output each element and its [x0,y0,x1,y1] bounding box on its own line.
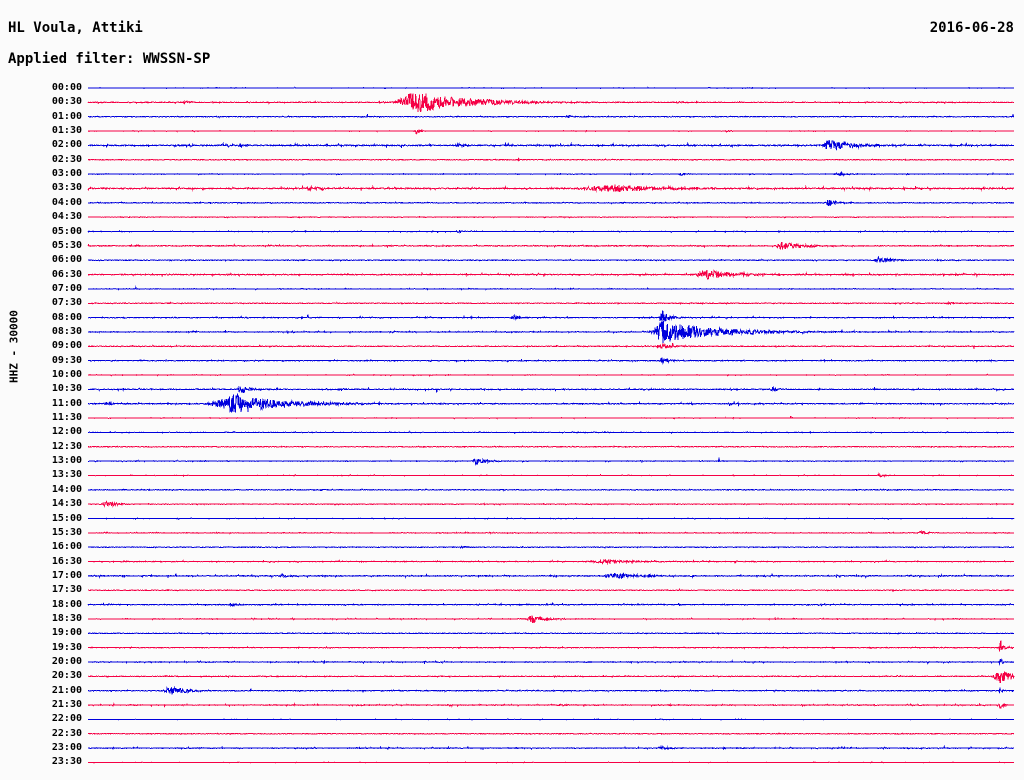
seismic-trace [87,488,1015,492]
seismic-trace [87,445,1014,449]
seismic-trace [88,215,1014,219]
seismic-trace [87,93,1015,113]
seismic-trace [87,702,1015,709]
seismic-trace [87,139,1014,151]
seismic-trace [87,500,1015,508]
seismic-trace [87,184,1015,193]
seismic-trace [88,285,1015,291]
seismic-trace [87,516,1015,521]
seismic-trace [87,631,1015,635]
seismic-trace [87,255,1014,264]
seismic-trace [87,471,1015,478]
seismic-trace [87,529,1015,535]
seismic-trace [87,357,1015,365]
seismic-trace [87,430,1015,435]
record-date: 2016-06-28 [929,20,1014,36]
seismic-trace [87,457,1015,466]
seismic-trace [87,269,1015,280]
seismic-trace [87,602,1015,607]
seismic-trace [88,588,1015,593]
seismic-trace [87,320,1015,343]
seismic-trace [88,199,1015,207]
seismic-trace [88,671,1015,684]
seismic-trace [87,545,1015,549]
filter-label: Applied filter: WWSSN-SP [8,51,211,67]
seismic-trace [87,385,1015,394]
seismic-trace [87,615,1015,623]
page-title: HL Voula, Attiki [8,20,143,36]
seismic-trace [87,128,1015,135]
seismic-trace [87,157,1015,162]
seismic-trace [87,86,1015,90]
seismic-trace [87,300,1015,306]
seismic-trace [87,658,1015,666]
seismic-trace [87,685,1015,695]
seismic-trace [88,415,1015,420]
seismic-trace [88,393,1015,413]
seismic-trace [87,572,1015,580]
seismic-trace [87,112,1015,119]
seismic-trace [88,718,1014,721]
seismic-trace [87,229,1015,234]
seismic-trace [87,558,1014,566]
seismic-trace [87,744,1014,751]
seismic-trace [87,242,1015,250]
seismic-trace [87,170,1015,177]
seismic-trace [87,732,1015,736]
seismic-trace [87,342,1015,351]
seismic-trace [87,640,1015,653]
seismic-trace [87,310,1015,323]
seismic-trace [87,373,1015,377]
seismic-trace [88,761,1015,764]
